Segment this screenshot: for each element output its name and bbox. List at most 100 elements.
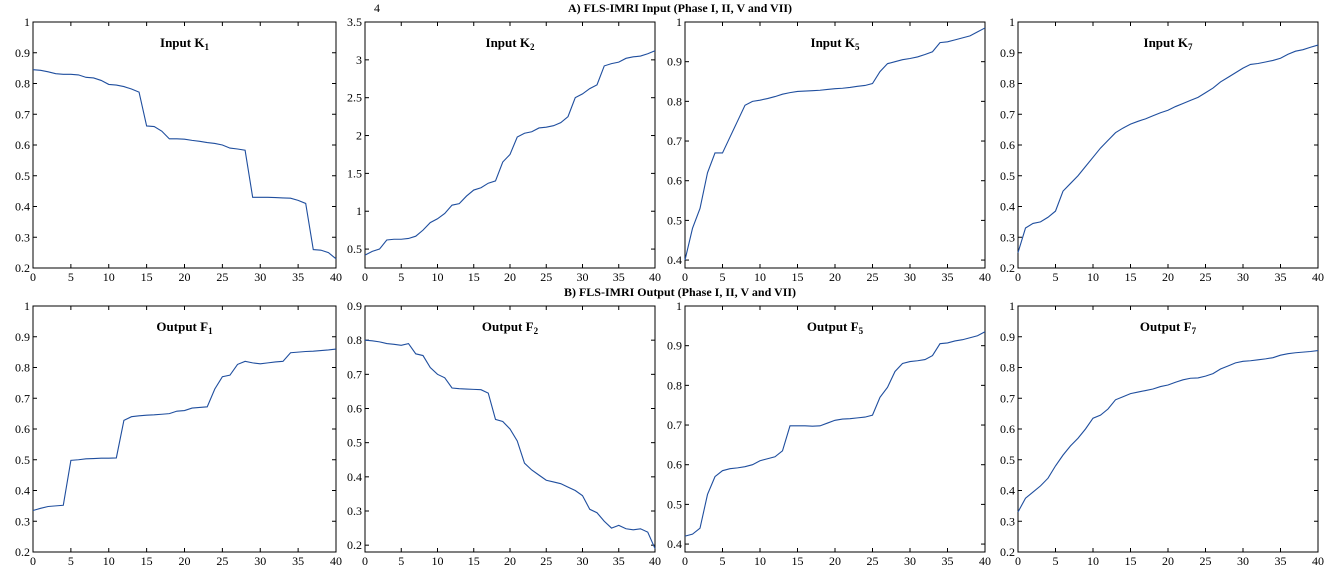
y-tick-label: 0.5 [15, 169, 30, 183]
chart-panels: 0 5 10 15 20 25 30 35 400.20.30.40.50.60.70.80.9… [15, 15, 1324, 565]
x-tick-label: 40 [649, 270, 661, 284]
y-tick-label: 0.6 [667, 458, 682, 472]
x-tick-label: 30 [254, 554, 266, 565]
x-tick-label: 35 [613, 270, 625, 284]
y-tick-label: 0.4 [667, 253, 682, 267]
x-tick-label: 10 [103, 554, 115, 565]
series-line [1017, 350, 1319, 513]
x-tick-label: 30 [577, 270, 589, 284]
panel-title-subscript: 2 [530, 42, 535, 52]
panel-title: Input K2 [486, 35, 535, 52]
panel-title-main: Input K [486, 35, 531, 50]
y-tick-label: 0.9 [347, 299, 362, 313]
panel-title: Output F2 [482, 319, 539, 336]
chart-panel-7: 0 5 10 15 20 25 30 35 40 0.4 0.5 0.6 0.7 0.8 0.9 1 Outpu… [667, 299, 991, 565]
series-line [32, 69, 337, 260]
y-tick-label: 0.3 [15, 514, 30, 528]
plot-frame [364, 21, 656, 269]
y-tick-label: 0.3 [1000, 230, 1015, 244]
y-tick-label: 0.7 [15, 391, 30, 405]
x-tick-label: 10 [103, 270, 115, 284]
x-tick-label: 10 [754, 554, 766, 565]
x-tick-label: 15 [141, 554, 153, 565]
plot-frame [684, 21, 986, 269]
x-tick-label: 25 [1200, 270, 1212, 284]
x-tick-label: 15 [141, 270, 153, 284]
panel-title-main: Output F [156, 319, 208, 334]
y-tick-label: 0.9 [1000, 46, 1015, 60]
panel-title: Output F7 [1140, 319, 1197, 336]
y-tick-label: 0.2 [1000, 261, 1015, 275]
x-tick-label: 40 [1312, 554, 1324, 565]
panel-title-subscript: 2 [534, 326, 539, 336]
panel-title-subscript: 1 [208, 326, 213, 336]
x-tick-label: 35 [1275, 270, 1287, 284]
x-tick-label: 20 [504, 270, 516, 284]
x-tick-label: 0 [362, 270, 368, 284]
panel-title-subscript: 5 [855, 42, 860, 52]
y-tick-label: 0.7 [15, 107, 30, 121]
y-tick-label: 0.7 [667, 134, 682, 148]
x-tick-label: 25 [540, 554, 552, 565]
x-tick-label: 35 [942, 554, 954, 565]
y-tick-label: 1 [676, 15, 682, 29]
y-tick-label: 0.2 [1000, 545, 1015, 559]
panel-title-main: Output F [482, 319, 534, 334]
x-tick-label: 5 [398, 270, 404, 284]
x-tick-label: 0 [1015, 270, 1021, 284]
section-b-title: B) FLS-IMRI Output (Phase I, II, V and V… [564, 285, 796, 299]
y-tick-label: 0.3 [347, 504, 362, 518]
panel-title: Input K1 [160, 35, 209, 52]
y-tick-label: 0.8 [15, 77, 30, 91]
plot-frame [32, 21, 337, 269]
chart-panel-3: 0 5 10 15 20 25 30 35 40 0.4 0.5 0.6 0.7 0.8 0.9 1 Input… [667, 15, 991, 284]
x-tick-label: 40 [330, 270, 342, 284]
y-tick-label: 0.5 [1000, 453, 1015, 467]
y-tick-label: 0.3 [1000, 514, 1015, 528]
series-line [364, 50, 656, 256]
y-tick-label: 0.5 [667, 497, 682, 511]
y-tick-label: 0.9 [15, 330, 30, 344]
chart-panel-8: 0 5 10 15 20 25 30 35 40 0.2 0.3 0.4 0.5 0.6 0.7 0.8 0.9… [1000, 299, 1324, 565]
chart-panel-6: 0 5 10 15 20 25 30 35 40 0.2 0.3 0.4 0.5 0.6 0.7 0.8 0.9… [347, 299, 661, 565]
y-tick-label: 0.8 [15, 361, 30, 375]
x-tick-label: 40 [1312, 270, 1324, 284]
x-tick-label: 20 [179, 554, 191, 565]
x-tick-label: 15 [792, 270, 804, 284]
y-tick-label: 1.5 [347, 166, 362, 180]
x-tick-label: 15 [1125, 270, 1137, 284]
y-tick-label: 0.4 [15, 200, 30, 214]
x-tick-label: 5 [720, 270, 726, 284]
x-tick-label: 20 [829, 554, 841, 565]
x-tick-label: 15 [1125, 554, 1137, 565]
y-tick-label: 0.9 [15, 46, 30, 60]
series-line [684, 331, 986, 537]
y-tick-label: 0.9 [1000, 330, 1015, 344]
y-tick-label: 2 [356, 129, 362, 143]
x-tick-label: 20 [179, 270, 191, 284]
y-tick-label: 0.6 [347, 402, 362, 416]
x-tick-label: 0 [30, 270, 36, 284]
y-tick-label: 0.6 [1000, 422, 1015, 436]
x-tick-label: 20 [1162, 554, 1174, 565]
panel-title-main: Input K [811, 35, 856, 50]
y-tick-label: 0.7 [667, 418, 682, 432]
y-tick-label: 0.7 [1000, 391, 1015, 405]
panel-title-main: Output F [807, 319, 859, 334]
x-tick-label: 5 [1053, 270, 1059, 284]
x-tick-label: 35 [292, 554, 304, 565]
x-tick-label: 0 [362, 554, 368, 565]
y-tick-label: 0.6 [667, 174, 682, 188]
x-tick-label: 5 [1053, 554, 1059, 565]
y-tick-label: 0.4 [667, 537, 682, 551]
y-tick-label: 0.7 [1000, 107, 1015, 121]
x-tick-label: 30 [904, 554, 916, 565]
x-tick-label: 5 [398, 554, 404, 565]
panel-title-main: Output F [1140, 319, 1192, 334]
x-tick-label: 15 [468, 554, 480, 565]
x-tick-label: 10 [432, 554, 444, 565]
panel-title-subscript: 7 [1192, 326, 1197, 336]
x-tick-label: 30 [577, 554, 589, 565]
y-tick-label: 0.8 [347, 333, 362, 347]
